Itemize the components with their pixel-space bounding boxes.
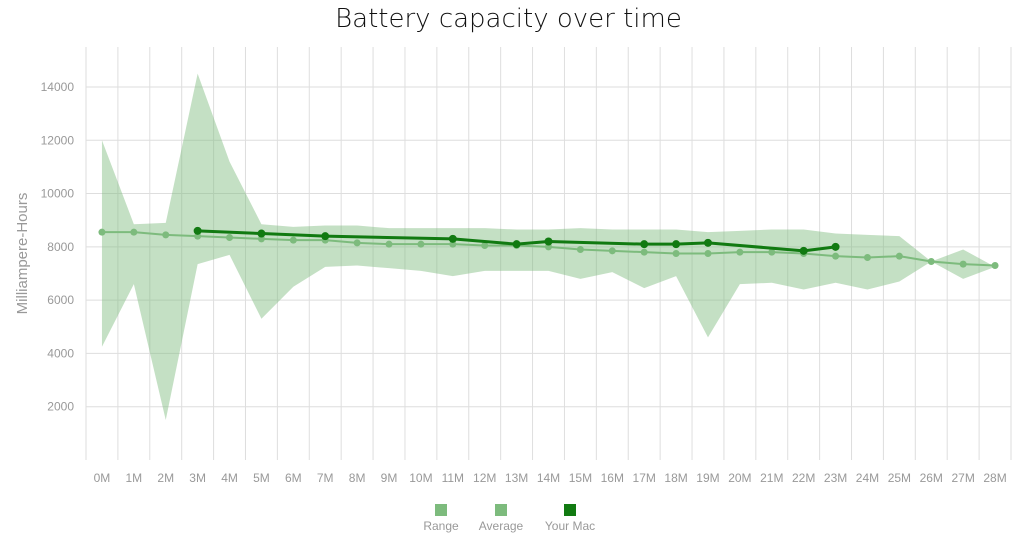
- your-mac-point: [544, 237, 553, 246]
- x-tick-label: 5M: [253, 471, 270, 485]
- your-mac-point: [512, 240, 521, 249]
- x-tick-label: 22M: [792, 471, 815, 485]
- legend-swatch: [564, 504, 576, 516]
- legend-item: Range: [423, 504, 459, 533]
- average-point: [863, 253, 871, 261]
- average-point: [576, 246, 584, 254]
- average-point: [768, 248, 776, 256]
- average-point: [704, 250, 712, 257]
- x-tick-label: 16M: [601, 471, 624, 485]
- x-tick-label: 4M: [221, 471, 238, 485]
- average-point: [736, 248, 744, 256]
- your-mac-point: [640, 240, 649, 249]
- your-mac-point: [672, 240, 681, 249]
- x-tick-label: 7M: [317, 471, 334, 485]
- chart-title: Battery capacity over time: [335, 4, 682, 34]
- average-point: [98, 228, 106, 236]
- average-point: [959, 260, 967, 268]
- x-tick-label: 20M: [728, 471, 751, 485]
- average-point: [353, 239, 361, 247]
- your-mac-point: [321, 232, 330, 241]
- x-tick-label: 23M: [824, 471, 847, 485]
- x-tick-label: 28M: [983, 471, 1006, 485]
- y-tick-label: 8000: [47, 240, 74, 254]
- average-point: [162, 231, 170, 239]
- x-tick-label: 25M: [888, 471, 911, 485]
- y-tick-label: 10000: [41, 187, 75, 201]
- average-point: [130, 228, 138, 236]
- axis-labels: 2000 4000 6000 8000 10000 12000 14000 0M 1M 2M 3M 4…: [14, 80, 1007, 485]
- average-point: [640, 248, 648, 256]
- your-mac-point: [257, 229, 266, 238]
- average-point: [832, 252, 840, 260]
- legend-label: Range: [423, 519, 459, 533]
- average-point: [481, 242, 489, 250]
- x-tick-label: 24M: [856, 471, 879, 485]
- legend: Range Average Your Mac: [423, 504, 595, 533]
- average-point: [895, 252, 903, 260]
- average-point: [385, 240, 393, 248]
- average-point: [417, 240, 425, 248]
- x-tick-label: 15M: [569, 471, 592, 485]
- x-tick-label: 8M: [349, 471, 366, 485]
- average-point: [608, 247, 616, 255]
- y-tick-label: 4000: [47, 346, 74, 360]
- x-tick-label: 2M: [157, 471, 174, 485]
- legend-label: Average: [479, 519, 524, 533]
- your-mac-line-layer: [193, 226, 840, 255]
- x-tick-label: 26M: [920, 471, 943, 485]
- x-tick-label: 14M: [537, 471, 560, 485]
- your-mac-point: [448, 234, 457, 243]
- x-tick-label: 11M: [442, 471, 464, 485]
- legend-label: Your Mac: [545, 519, 595, 533]
- your-mac-point: [831, 242, 840, 251]
- average-point: [226, 234, 234, 242]
- x-tick-label: 27M: [951, 471, 974, 485]
- legend-item: Your Mac: [545, 504, 595, 533]
- x-tick-label: 18M: [664, 471, 687, 485]
- your-mac-point: [703, 238, 712, 247]
- legend-swatch: [495, 504, 507, 516]
- legend-item: Average: [479, 504, 524, 533]
- y-axis-label: Milliampere-Hours: [14, 193, 31, 315]
- y-tick-label: 2000: [47, 400, 74, 414]
- average-point: [289, 236, 297, 244]
- y-tick-label: 6000: [47, 293, 74, 307]
- y-tick-label: 12000: [41, 133, 75, 147]
- legend-swatch: [435, 504, 447, 516]
- x-tick-label: 10M: [409, 471, 432, 485]
- x-tick-label: 12M: [473, 471, 496, 485]
- x-tick-label: 17M: [633, 471, 656, 485]
- your-mac-point: [193, 226, 202, 235]
- x-tick-label: 19M: [696, 471, 719, 485]
- y-tick-label: 14000: [41, 80, 75, 94]
- x-tick-label: 6M: [285, 471, 302, 485]
- x-tick-label: 1M: [126, 471, 143, 485]
- x-tick-label: 9M: [381, 471, 398, 485]
- average-point: [927, 257, 935, 265]
- x-tick-label: 0M: [94, 471, 111, 485]
- x-tick-label: 13M: [505, 471, 528, 485]
- your-mac-point: [799, 246, 808, 255]
- x-tick-label: 3M: [189, 471, 206, 485]
- average-point: [672, 250, 680, 257]
- average-point: [991, 261, 999, 269]
- x-tick-label: 21M: [760, 471, 783, 485]
- grid: [85, 47, 1012, 460]
